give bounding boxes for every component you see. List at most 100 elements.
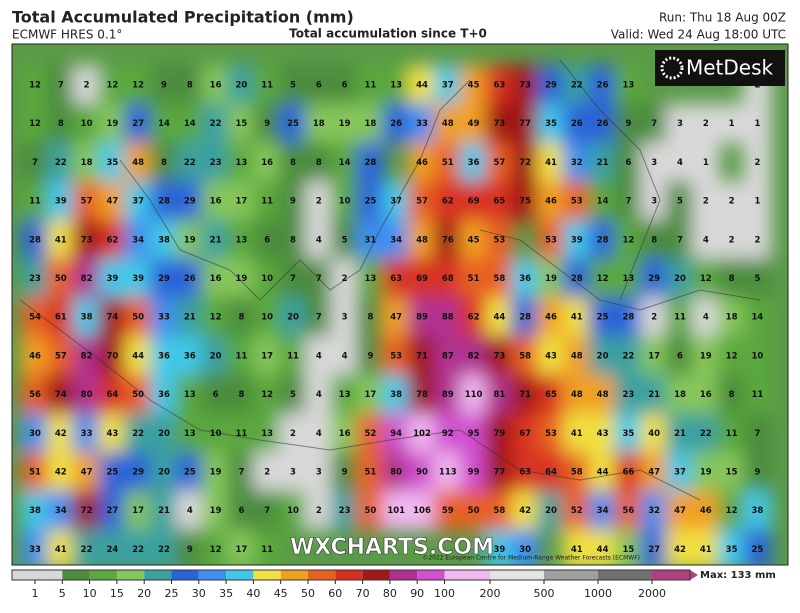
value-label: 41 [545,158,557,168]
colorbar-segment [389,570,418,580]
value-label: 65 [545,390,557,400]
value-label: 18 [364,119,376,129]
precip-cell [433,181,462,222]
value-label: 35 [726,545,738,555]
value-label: 19 [184,235,196,245]
precip-cell [511,142,540,183]
value-label: 41 [571,545,583,555]
precip-cell [433,258,462,299]
colorbar-segment [598,570,652,580]
precip-cell [408,374,436,415]
value-label: 12 [597,274,609,284]
precip-cell [72,452,101,492]
value-label: 14 [751,313,763,323]
value-label: 48 [442,119,454,129]
value-label: 31 [364,235,376,245]
precip-cell [279,142,307,183]
precip-cell [175,181,204,222]
value-label: 12 [622,235,634,245]
precip-cell [537,142,565,183]
value-label: 23 [339,506,351,516]
precip-cell [717,413,746,454]
precip-cell [150,529,178,565]
precip-cell [124,297,153,338]
precip-cell [46,490,75,531]
value-label: 35 [545,119,557,129]
value-label: 88 [442,313,454,323]
precip-cell [691,142,720,183]
value-label: 41 [55,235,67,245]
precip-cell [72,413,101,454]
precip-cell [98,103,127,144]
legend-tick-label: 35 [219,587,233,600]
value-label: 4 [703,235,709,245]
value-label: 43 [545,351,557,361]
precip-cell [485,490,514,531]
value-label: 7 [238,468,244,478]
value-label: 9 [161,81,167,91]
precip-cell [21,219,49,260]
value-label: 15 [235,119,247,129]
value-label: 11 [261,81,273,91]
value-label: 46 [545,313,557,323]
precip-cell [124,529,153,565]
precip-cell [614,335,643,376]
precip-cell [72,490,101,531]
value-label: 52 [364,429,376,439]
precip-cell [124,374,153,415]
precip-cell [356,258,385,299]
precip-cell [227,142,256,183]
value-label: 26 [390,119,402,129]
precip-cell [356,335,385,376]
value-label: 72 [519,158,531,168]
title: Total Accumulated Precipitation (mm) [12,8,354,27]
precip-cell [98,181,127,222]
precip-cell [175,490,204,531]
precip-cell [588,529,617,565]
value-label: 18 [726,313,738,323]
precip-cell [330,374,359,415]
colorbar-segment [362,570,390,580]
value-label: 7 [754,429,760,439]
precip-cell [408,452,436,492]
value-label: 89 [416,313,428,323]
value-label: 34 [55,506,67,516]
value-label: 69 [416,274,428,284]
value-label: 19 [210,506,222,516]
colorbar-segment [198,570,227,580]
value-label: 24 [106,545,118,555]
value-label: 64 [106,390,118,400]
value-label: 16 [210,197,222,207]
precip-cell [253,219,282,260]
precip-cell [485,181,514,222]
precip-cell [640,490,669,531]
precip-cell [304,219,333,260]
precip-cell [562,103,591,144]
value-label: 17 [132,506,144,516]
value-label: 15 [622,545,634,555]
value-label: 7 [32,158,38,168]
precip-cell [279,65,307,105]
legend-tick-label: 2000 [638,587,666,600]
colorbar-segment [335,570,363,580]
precip-cell [485,529,514,565]
precip-cell [511,374,540,415]
precip-cell [124,103,153,144]
precip-cell [408,335,436,376]
precip-cell [614,103,643,144]
precip-cell [356,452,385,492]
precip-cell [150,65,178,105]
precip-cell [562,142,591,183]
precip-cell [588,490,617,531]
precip-cell [175,529,204,565]
value-label: 13 [235,158,247,168]
value-label: 41 [571,313,583,323]
precip-cell [124,490,153,531]
value-label: 11 [261,197,273,207]
precip-cell [614,219,643,260]
precip-cell [743,490,772,531]
value-label: 25 [364,197,376,207]
value-label: 36 [158,390,170,400]
value-label: 12 [210,545,222,555]
value-label: 70 [106,351,118,361]
